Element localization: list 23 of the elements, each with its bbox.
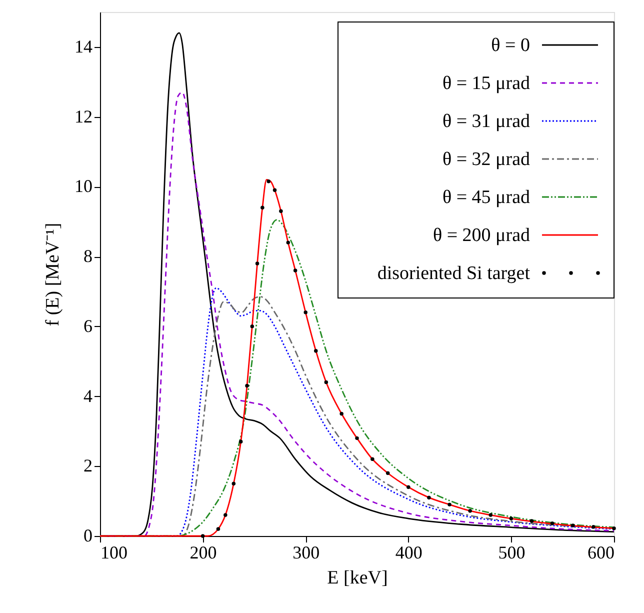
x-tick-label: 200: [190, 542, 217, 562]
y-tick-label: 14: [74, 36, 92, 56]
legend-label: θ = 0: [491, 35, 530, 56]
y-axis-title: f (E) [MeV⁻¹]: [42, 222, 64, 326]
legend-label: θ = 45 μrad: [442, 187, 530, 208]
legend-label: θ = 32 μrad: [442, 149, 530, 170]
x-tick-label: 100: [100, 542, 128, 562]
y-tick-label: 10: [74, 176, 92, 196]
x-tick-label: 500: [498, 542, 526, 562]
y-tick-label: 0: [84, 526, 92, 546]
legend-label: disoriented Si target: [377, 263, 531, 284]
y-tick-label: 4: [84, 386, 92, 406]
legend-label: θ = 15 μrad: [442, 73, 530, 94]
x-tick-label: 400: [395, 542, 422, 562]
y-tick-label: 12: [74, 106, 92, 126]
y-tick-label: 2: [84, 456, 92, 476]
legend-label: θ = 31 μrad: [442, 111, 530, 132]
x-tick-label: 600: [588, 542, 614, 562]
x-tick-label: 300: [292, 542, 320, 562]
legend-label: θ = 200 μrad: [432, 225, 530, 246]
y-tick-label: 8: [84, 246, 92, 266]
y-tick-label: 6: [84, 316, 92, 336]
x-axis-title: E [keV]: [327, 568, 388, 588]
